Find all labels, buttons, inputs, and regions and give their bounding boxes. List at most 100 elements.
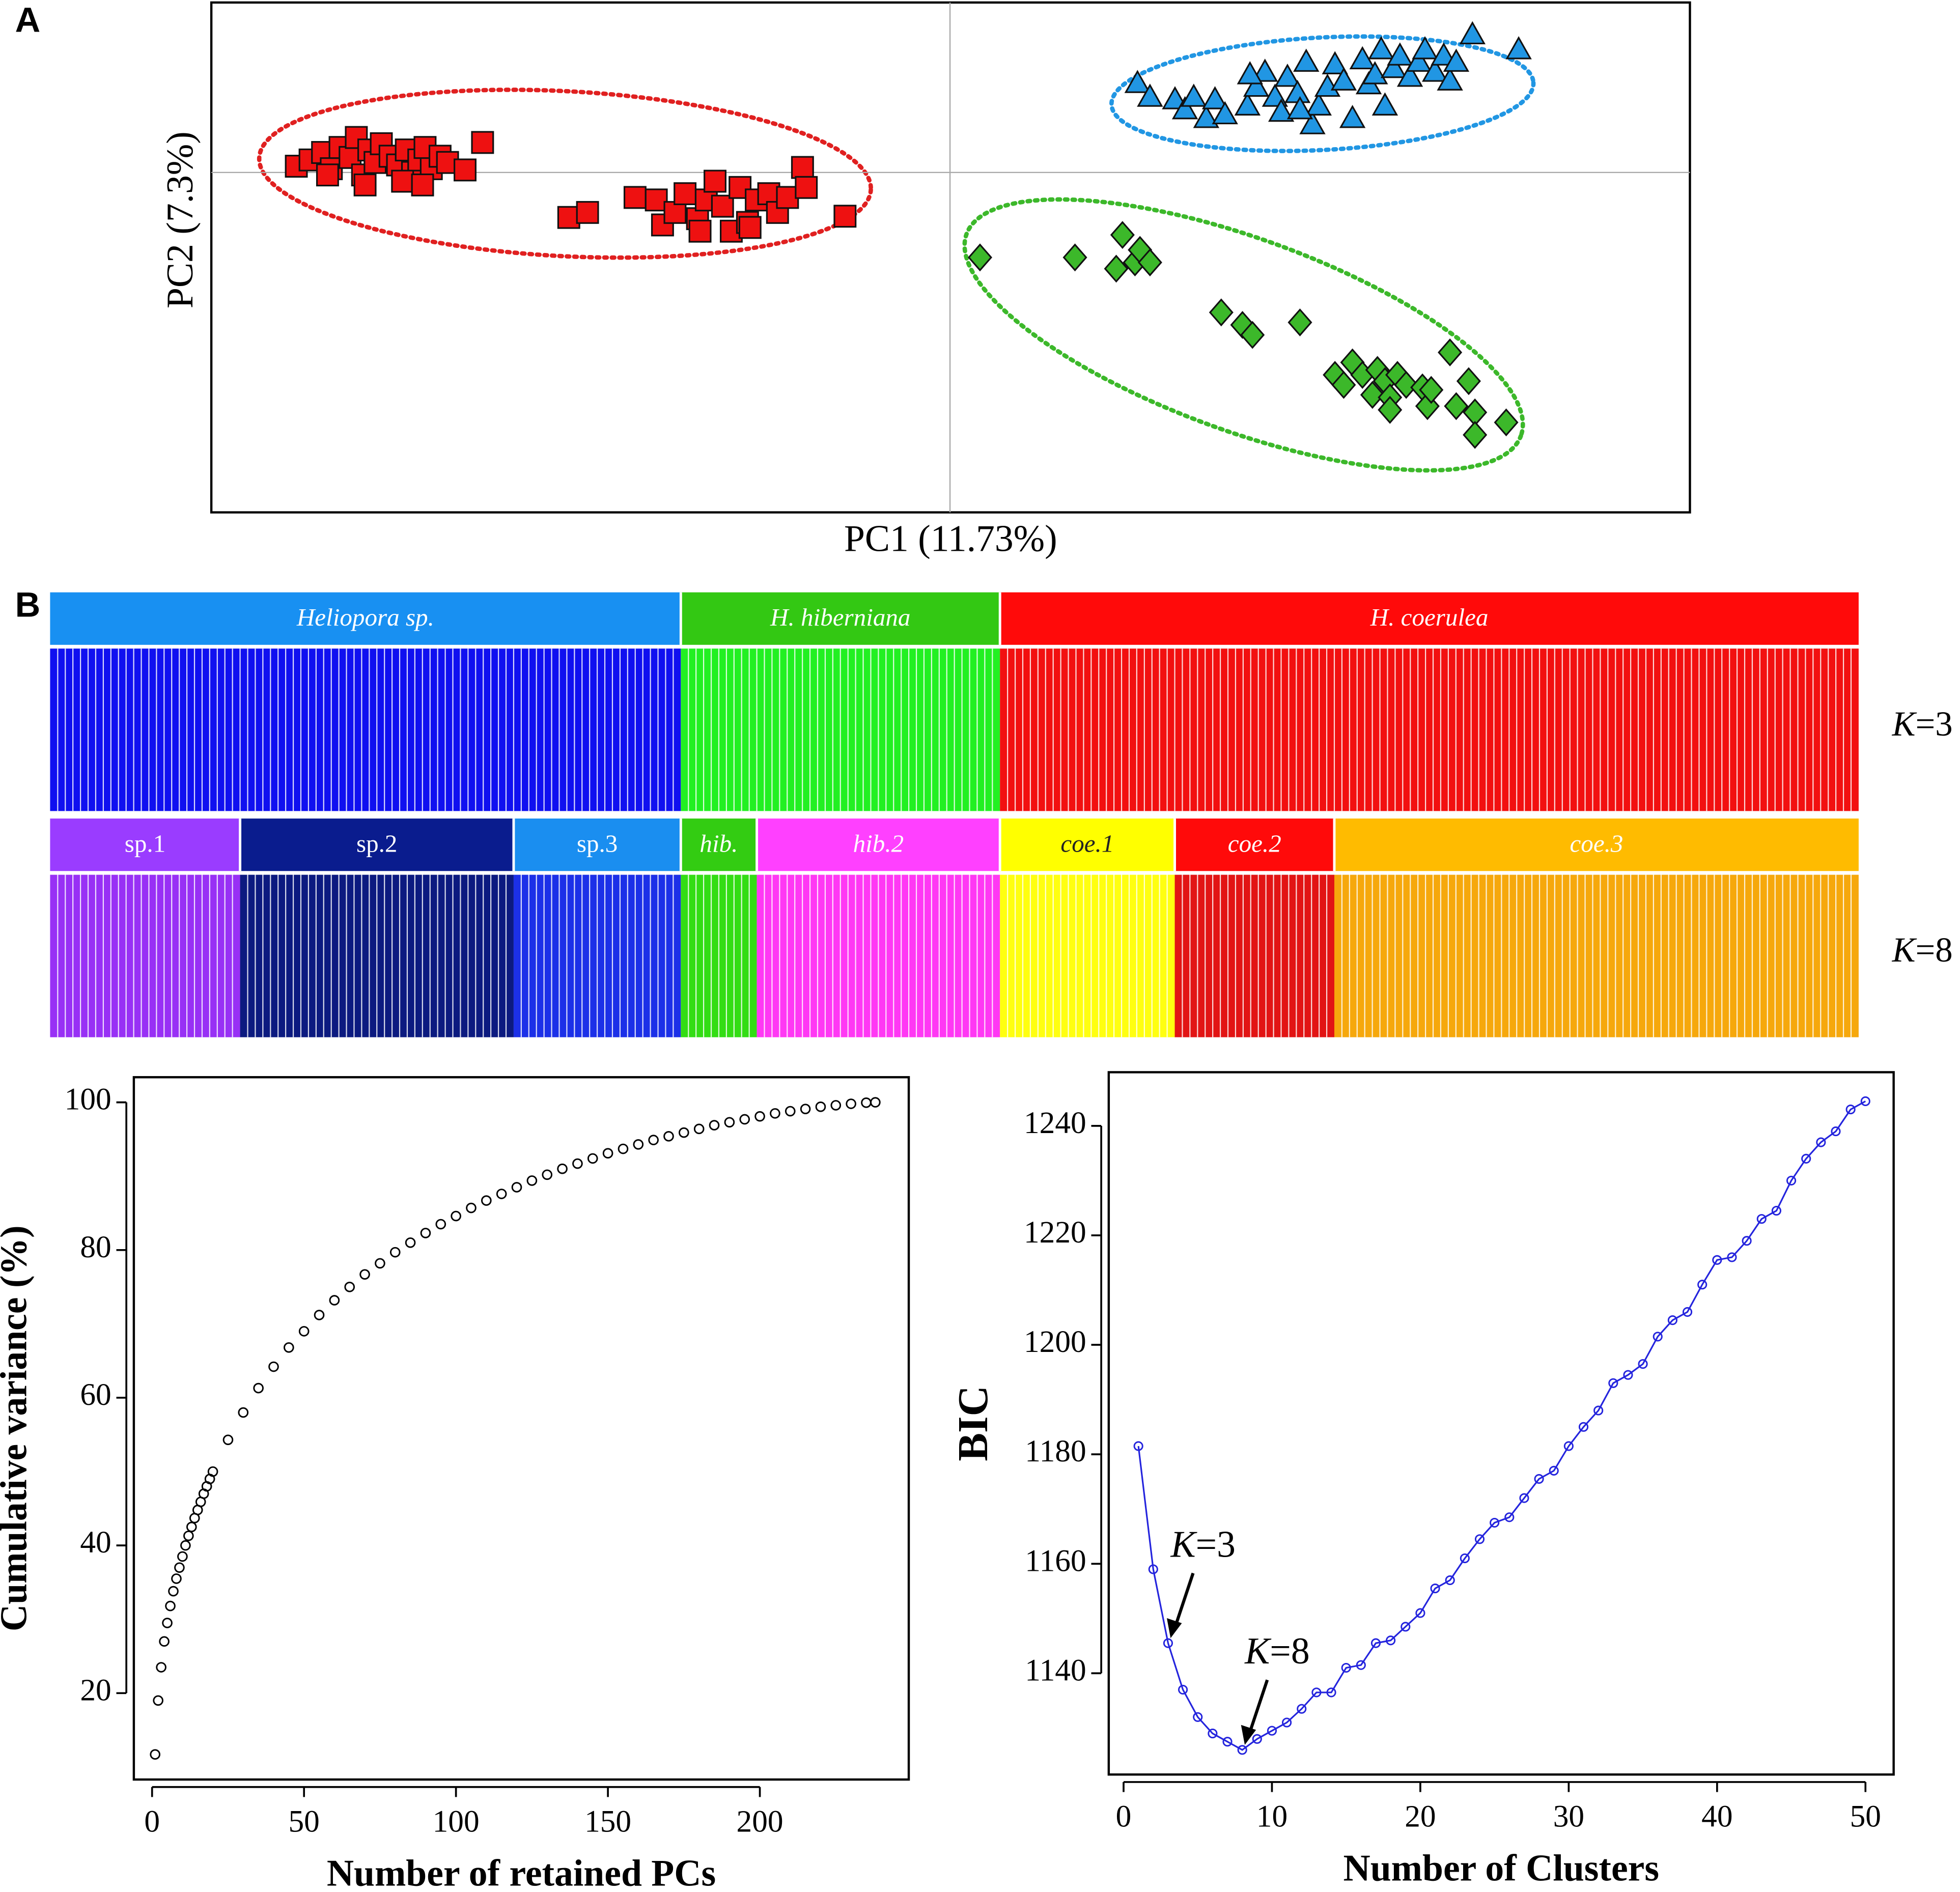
diamond-marker xyxy=(1137,248,1162,277)
y-tick-label: 80 xyxy=(80,1230,111,1264)
group-header xyxy=(50,592,681,645)
triangle-marker xyxy=(1322,51,1348,74)
circle-marker xyxy=(754,1111,765,1122)
circle-marker xyxy=(420,1228,431,1238)
circle-marker xyxy=(1667,1315,1677,1325)
triangle-marker xyxy=(1252,59,1278,82)
circle-marker xyxy=(1474,1534,1485,1544)
circle-marker xyxy=(1386,1635,1396,1646)
circle-marker xyxy=(1534,1474,1544,1484)
circle-marker xyxy=(830,1100,842,1111)
circle-marker xyxy=(1282,1717,1292,1728)
diamond-marker xyxy=(1110,221,1135,249)
circle-marker xyxy=(375,1258,385,1269)
triangle-marker xyxy=(1380,54,1407,78)
triangle-marker xyxy=(1212,101,1238,125)
y-axis-label: Cumulative variance (%) xyxy=(0,1225,34,1631)
triangle-marker xyxy=(1396,63,1423,87)
group-header xyxy=(1334,818,1859,871)
square-marker xyxy=(729,176,752,199)
circle-marker xyxy=(1341,1662,1351,1673)
square-marker xyxy=(391,170,414,193)
diamond-marker xyxy=(1230,310,1255,339)
circle-marker xyxy=(1430,1584,1440,1594)
circle-marker xyxy=(587,1153,598,1164)
y-axis-label: BIC xyxy=(950,1386,997,1461)
ancestry-bar xyxy=(50,874,240,1037)
circle-marker xyxy=(1193,1712,1203,1722)
circle-marker xyxy=(1549,1465,1559,1476)
triangle-marker xyxy=(1412,36,1438,60)
square-marker xyxy=(471,131,494,154)
triangle-marker xyxy=(1459,21,1486,45)
triangle-marker xyxy=(1330,67,1357,91)
circle-marker xyxy=(770,1108,780,1119)
annotation-arrow xyxy=(1248,1679,1269,1733)
circle-marker xyxy=(238,1407,249,1418)
circle-marker xyxy=(1638,1359,1648,1369)
triangle-marker xyxy=(1171,96,1198,120)
circle-marker xyxy=(1163,1638,1173,1648)
circle-marker xyxy=(405,1237,416,1248)
circle-marker xyxy=(1415,1608,1425,1618)
ancestry-bar xyxy=(1000,874,1175,1037)
y-tick-label: 100 xyxy=(65,1082,111,1117)
circle-marker xyxy=(526,1175,538,1186)
triangle-marker xyxy=(1201,86,1228,109)
triangle-marker xyxy=(1274,63,1301,87)
x-tick-label: 10 xyxy=(1256,1799,1287,1834)
ancestry-bar xyxy=(1334,874,1859,1037)
y-axis-label: PC2 (7.3%) xyxy=(159,131,201,308)
group-label: H. coerulea xyxy=(1370,603,1489,631)
triangle-marker xyxy=(1505,36,1532,60)
circle-marker xyxy=(633,1139,644,1150)
y-tick-label: 40 xyxy=(80,1525,111,1560)
x-axis-label: PC1 (11.73%) xyxy=(844,517,1057,559)
ancestry-bar xyxy=(1000,648,1859,811)
circle-marker xyxy=(329,1295,340,1306)
circle-marker xyxy=(846,1098,856,1109)
x-axis-label: Number of retained PCs xyxy=(327,1852,716,1892)
circle-marker xyxy=(1490,1517,1500,1528)
triangle-marker xyxy=(1349,46,1376,70)
y-tick-label: 1220 xyxy=(1024,1215,1086,1250)
triangle-marker xyxy=(1124,70,1151,93)
circle-marker xyxy=(542,1169,553,1180)
circle-marker xyxy=(435,1219,446,1230)
circle-marker xyxy=(1178,1684,1188,1695)
diamond-marker xyxy=(1104,255,1129,283)
k-label: K=8 xyxy=(1892,930,1953,969)
panel-label: A xyxy=(15,0,41,39)
group-label: hib. xyxy=(699,829,738,857)
diamond-marker xyxy=(1444,392,1469,420)
circle-marker xyxy=(572,1158,583,1169)
triangle-marker xyxy=(1314,73,1341,97)
circle-marker xyxy=(1653,1332,1663,1342)
y-tick-label: 1240 xyxy=(1024,1106,1086,1140)
group-header xyxy=(513,818,681,871)
x-tick-label: 0 xyxy=(144,1804,160,1839)
circle-marker xyxy=(1786,1175,1797,1185)
circle-marker xyxy=(268,1361,279,1372)
x-tick-label: 100 xyxy=(433,1804,480,1839)
circle-marker xyxy=(1356,1660,1366,1670)
square-marker xyxy=(674,182,697,206)
square-marker xyxy=(688,219,712,243)
y-tick-label: 60 xyxy=(80,1377,111,1412)
triangle-marker xyxy=(1299,111,1326,134)
triangle-marker xyxy=(1237,61,1263,84)
circle-marker xyxy=(222,1434,234,1445)
triangle-marker xyxy=(1286,96,1313,120)
group-label: sp.2 xyxy=(356,829,397,857)
x-tick-label: 200 xyxy=(737,1804,783,1839)
circle-marker xyxy=(1608,1378,1618,1388)
square-marker xyxy=(795,176,818,199)
circle-marker xyxy=(739,1114,750,1125)
diamond-marker xyxy=(1419,376,1444,404)
group-label: hib.2 xyxy=(853,829,904,857)
group-label: coe.2 xyxy=(1228,829,1281,857)
y-tick-label: 1160 xyxy=(1025,1543,1086,1578)
circle-marker xyxy=(1148,1564,1158,1574)
